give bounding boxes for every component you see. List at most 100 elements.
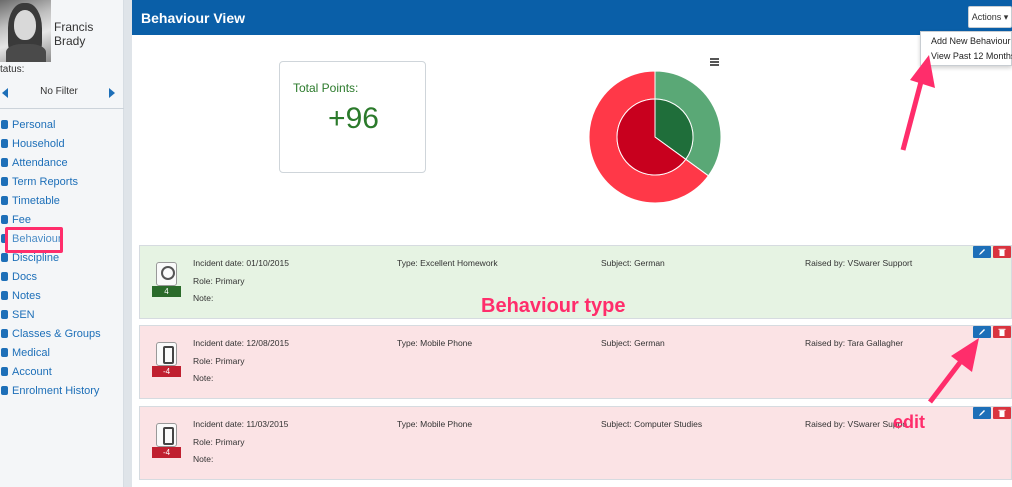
delete-button[interactable] (993, 246, 1011, 258)
sidebar-item-account[interactable]: Account (0, 364, 124, 383)
sidebar-item-label: Behaviour (12, 233, 62, 245)
menu-item-view-past-12-months[interactable]: View Past 12 Months (931, 51, 1012, 61)
sidebar-item-household[interactable]: Household (0, 136, 124, 155)
home-icon (1, 139, 8, 148)
phone-icon (156, 423, 177, 447)
sidebar-item-classes-groups[interactable]: Classes & Groups (0, 326, 124, 345)
incident-role: Role: Primary (193, 437, 245, 447)
page-title: Behaviour View (141, 10, 246, 26)
pie-inner-ring (616, 98, 694, 176)
incident-subject: Subject: German (601, 338, 665, 348)
sidebar-divider (0, 108, 124, 109)
edit-button[interactable] (973, 326, 991, 338)
sidebar-item-label: Fee (12, 214, 31, 226)
sidebar-item-label: Account (12, 366, 52, 378)
euro-icon (1, 215, 8, 224)
award-icon (156, 262, 177, 286)
sidebar-item-label: Docs (12, 271, 38, 283)
actions-button[interactable]: Actions ▾ (968, 6, 1012, 28)
incident-subject: Subject: German (601, 258, 665, 268)
incident-badge: -4 (152, 342, 181, 378)
sidebar-item-label: Discipline (12, 252, 60, 264)
incident-type: Type: Excellent Homework (397, 258, 498, 268)
sidebar-item-docs[interactable]: Docs (0, 269, 124, 288)
incident-raised-by: Raised by: Tara Gallagher (805, 338, 904, 348)
phone-icon (156, 342, 177, 366)
sidebar-item-medical[interactable]: Medical (0, 345, 124, 364)
incident-points: -4 (152, 447, 181, 458)
sidebar-item-notes[interactable]: Notes (0, 288, 124, 307)
edit-annotation: edit (893, 412, 926, 432)
trash-icon (998, 248, 1006, 256)
account-icon (1, 367, 8, 376)
chevron-left-icon[interactable] (2, 88, 8, 98)
delete-button[interactable] (993, 407, 1011, 419)
incident-type: Type: Mobile Phone (397, 419, 473, 429)
calendar-icon (1, 196, 8, 205)
incident-date: Incident date: 12/08/2015 (193, 338, 289, 348)
delete-button[interactable] (993, 326, 1011, 338)
pie-slice-negative (616, 98, 687, 176)
sidebar-item-label: Classes & Groups (12, 328, 101, 340)
trash-icon (998, 328, 1006, 336)
total-points-label: Total Points: (293, 81, 359, 95)
behaviour-icon (1, 234, 8, 243)
incident-note: Note: (193, 454, 214, 464)
incident-type: Type: Mobile Phone (397, 338, 473, 348)
status-label: tatus: (0, 64, 25, 75)
sidebar-item-label: Timetable (12, 195, 60, 207)
incident-row: -4 Incident date: 12/08/2015 Role: Primary… (139, 325, 1012, 399)
incident-role: Role: Primary (193, 276, 245, 286)
incident-note: Note: (193, 293, 214, 303)
sidebar-item-label: Enrolment History (12, 385, 100, 397)
discipline-icon (1, 253, 8, 262)
edit-button[interactable] (973, 407, 991, 419)
filter-label: No Filter (40, 86, 78, 97)
calendar-icon (1, 158, 8, 167)
incident-date: Incident date: 11/03/2015 (193, 419, 289, 429)
sidebar-item-discipline[interactable]: Discipline (0, 250, 124, 269)
group-icon (1, 329, 8, 338)
sidebar-item-label: Household (12, 138, 65, 150)
sidebar-item-label: Medical (12, 347, 50, 359)
sidebar-scroll-edge (124, 0, 132, 487)
sidebar-item-label: Term Reports (12, 176, 79, 188)
sidebar-item-label: SEN (12, 309, 35, 321)
menu-item-add-new-behaviour[interactable]: Add New Behaviour (931, 36, 1011, 46)
incident-badge: 4 (152, 262, 181, 298)
sidebar-item-timetable[interactable]: Timetable (0, 193, 124, 212)
profile: Francis Brady (0, 0, 124, 62)
behaviour-pie-chart (588, 70, 722, 204)
total-points-value: +96 (328, 102, 379, 135)
sidebar-item-sen[interactable]: SEN (0, 307, 124, 326)
sidebar: Francis Brady tatus: No Filter Personal … (0, 0, 124, 487)
chart-menu-icon[interactable] (710, 58, 719, 66)
pencil-icon (979, 249, 985, 255)
incident-points: -4 (152, 366, 181, 377)
pie-slice-positive (654, 98, 694, 161)
chart-line-icon (1, 177, 8, 186)
sidebar-item-fee[interactable]: Fee (0, 212, 124, 231)
sidebar-item-personal[interactable]: Personal (0, 117, 124, 136)
avatar (0, 0, 51, 62)
incident-row: 4 Incident date: 01/10/2015 Role: Primary N… (139, 245, 1012, 319)
incident-row: -4 Incident date: 11/03/2015 Role: Primary… (139, 406, 1012, 480)
total-points-card: Total Points: +96 (279, 61, 426, 173)
medical-icon (1, 348, 8, 357)
incident-raised-by: Raised by: VSwarer Support (805, 258, 913, 268)
incident-role: Role: Primary (193, 356, 245, 366)
incident-badge: -4 (152, 423, 181, 459)
pencil-icon (979, 410, 985, 416)
sidebar-item-behaviour[interactable]: Behaviour (0, 231, 124, 250)
edit-button[interactable] (973, 246, 991, 258)
sidebar-item-attendance[interactable]: Attendance (0, 155, 124, 174)
incident-raised-by: Raised by: VSwarer Suppo (805, 419, 908, 429)
sidebar-item-term-reports[interactable]: Term Reports (0, 174, 124, 193)
incident-subject: Subject: Computer Studies (601, 419, 703, 429)
sidebar-item-enrolment-history[interactable]: Enrolment History (0, 383, 124, 402)
actions-dropdown-menu: Add New Behaviour View Past 12 Months (920, 31, 1012, 66)
chevron-right-icon[interactable] (109, 88, 115, 98)
filter-row: No Filter (0, 84, 124, 104)
sidebar-item-label: Notes (12, 290, 41, 302)
